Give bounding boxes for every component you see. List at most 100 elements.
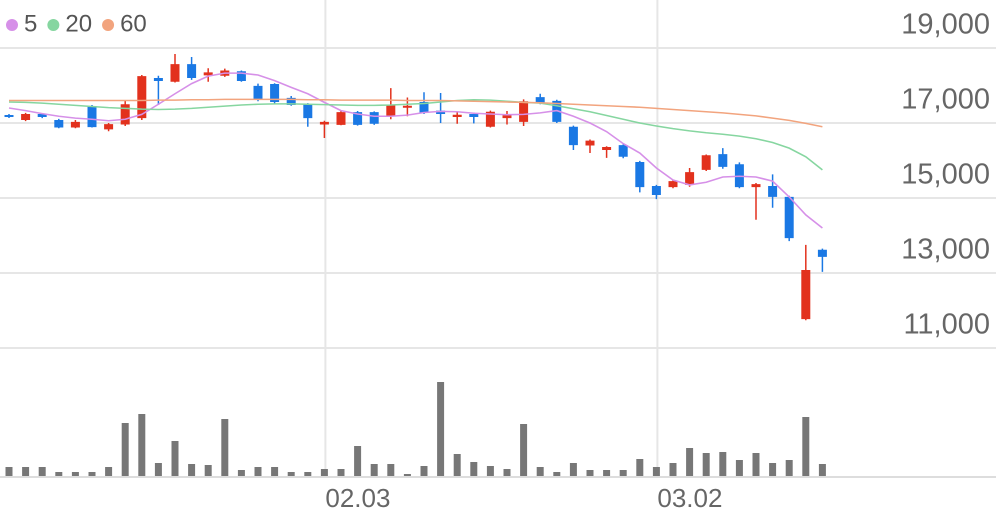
candle-body — [104, 124, 114, 130]
volume-bar — [337, 469, 345, 476]
candle-body — [701, 155, 711, 170]
volume-bar — [785, 460, 793, 476]
volume-bar — [55, 472, 63, 476]
candle-body — [436, 110, 446, 114]
volume-bar — [553, 472, 561, 476]
volume-bar — [586, 470, 594, 476]
candle-body — [718, 154, 728, 167]
volume-bar — [271, 467, 279, 476]
y-tick-label: 19,000 — [901, 9, 990, 41]
y-tick-label: 11,000 — [903, 309, 990, 341]
volume-bar — [619, 470, 627, 476]
volume-bar — [387, 464, 395, 476]
candle-body — [270, 84, 280, 102]
x-tick-label: 02.03 — [325, 483, 390, 513]
volume-bar — [304, 472, 312, 476]
legend-label: 60 — [120, 10, 147, 37]
candle-body — [137, 76, 147, 119]
candle-body — [336, 112, 346, 125]
volume-bar — [636, 459, 644, 476]
candle-body — [419, 102, 429, 113]
volume-bar — [221, 419, 229, 476]
volume-bar — [370, 464, 378, 476]
candle-body — [485, 111, 495, 127]
volume-bar — [354, 446, 362, 476]
legend-label: 20 — [65, 10, 92, 37]
volume-bar — [818, 464, 826, 476]
volume-bar — [652, 467, 660, 476]
candle-body — [817, 249, 827, 257]
legend-swatch — [102, 19, 115, 31]
candle-body — [369, 112, 379, 124]
y-tick-label: 13,000 — [901, 234, 990, 266]
candle-body — [469, 114, 479, 117]
candle-body — [751, 184, 761, 188]
candle-body — [203, 72, 213, 76]
candle-body — [535, 97, 545, 104]
candle-body — [768, 186, 778, 197]
candle-body — [87, 106, 97, 128]
volume-bar — [702, 453, 710, 476]
candle-body — [253, 85, 263, 100]
candle-body — [685, 172, 695, 185]
candle-body — [386, 105, 396, 116]
candle-body — [585, 140, 595, 146]
volume-bar — [71, 472, 79, 476]
volume-bar — [121, 423, 129, 476]
volume-bar — [437, 382, 445, 476]
volume-bar — [138, 414, 146, 476]
volume-bar — [22, 467, 30, 476]
volume-bar — [603, 470, 611, 476]
candle-body — [668, 181, 678, 188]
volume-bar — [686, 448, 694, 476]
candle-body — [618, 145, 628, 157]
candle-body — [120, 104, 130, 125]
moving-average-line — [9, 98, 823, 128]
volume-bar — [38, 467, 46, 476]
volume-bar — [536, 467, 544, 476]
moving-average-line — [8, 98, 823, 171]
candle-body — [635, 162, 645, 188]
volume-bar — [802, 417, 810, 476]
volume-bar — [769, 463, 777, 476]
y-tick-label: 17,000 — [901, 84, 990, 116]
volume-bar — [669, 463, 677, 476]
candle-body — [784, 196, 794, 239]
volume-bar — [403, 474, 411, 476]
volume-bar — [188, 464, 196, 476]
volume-bar — [486, 466, 494, 476]
candle-body — [602, 147, 612, 150]
volume-bar — [5, 467, 13, 476]
candle-body — [286, 97, 296, 105]
candle-body — [70, 121, 80, 128]
candle-body — [801, 270, 811, 320]
volume-bar — [569, 463, 577, 476]
legend-swatch — [47, 19, 60, 31]
candle-body — [651, 186, 661, 195]
legend-label: 5 — [24, 10, 37, 37]
volume-bar — [752, 453, 760, 476]
volume-bar — [171, 441, 179, 476]
volume-bar — [719, 452, 727, 476]
volume-bar — [735, 460, 743, 476]
volume-bar — [320, 469, 328, 476]
volume-bar — [105, 467, 113, 476]
volume-bar — [237, 470, 245, 476]
candle-body — [4, 115, 14, 118]
candle-body — [402, 105, 412, 108]
volume-bar — [470, 462, 478, 476]
volume-bar — [254, 467, 262, 476]
volume-bar — [520, 424, 528, 476]
candle-body — [37, 114, 47, 117]
candle-body — [187, 64, 197, 78]
candle-body — [170, 64, 180, 82]
legend-swatch — [6, 19, 18, 31]
candle-body — [21, 114, 31, 120]
x-tick-label: 03.02 — [657, 483, 722, 513]
candle-body — [568, 126, 578, 146]
candle-body — [303, 104, 313, 119]
y-tick-label: 15,000 — [901, 159, 990, 191]
volume-bar — [503, 469, 511, 476]
volume-bar — [88, 472, 96, 476]
